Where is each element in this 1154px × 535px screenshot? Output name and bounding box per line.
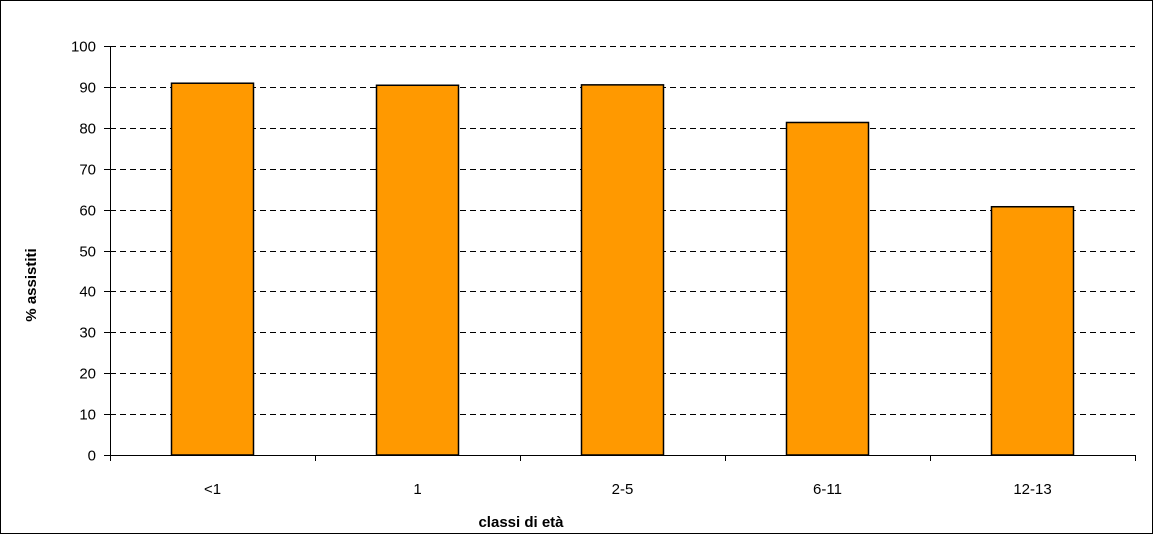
bar-6-11 [785,121,870,456]
y-tick-label: 40 [79,284,96,301]
y-tick-label: 70 [79,162,96,179]
y-tick-label: 0 [88,448,96,465]
y-tick-label: 60 [79,203,96,220]
bar-12-13 [990,205,1075,456]
x-tick-label: 12-13 [1013,481,1051,498]
x-tick-label: 2-5 [612,481,634,498]
y-tick-label: 10 [79,407,96,424]
y-tick-label: 50 [79,244,96,261]
x-tick-label: 1 [413,481,421,498]
y-tick-label: 30 [79,325,96,342]
x-axis-title: classi di età [478,514,564,531]
x-tick-labels: <1 1 2-5 6-11 12-13 [204,481,1052,498]
bar-2-5 [580,84,665,456]
y-tick-label: 80 [79,121,96,138]
y-tick-label: 90 [79,80,96,97]
bar-1 [375,84,460,456]
bar-<1 [170,82,255,456]
bars [170,82,1075,456]
y-axis-title: % assistiti [23,248,40,321]
y-tick-label: 20 [79,366,96,383]
x-tick-label: 6-11 [813,481,842,498]
x-tick-label: <1 [204,481,221,498]
y-tick-labels: 0 10 20 30 40 50 60 70 80 90 100 [71,39,96,465]
axes [104,46,1136,461]
y-tick-label: 100 [71,39,96,56]
